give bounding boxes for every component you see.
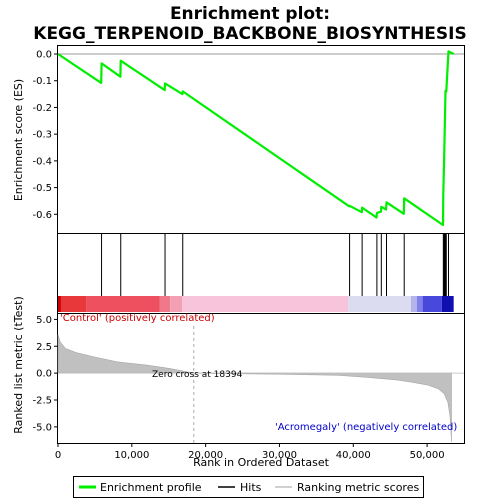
negative-correlation-label: 'Acromegaly' (negatively correlated) (275, 422, 457, 433)
color-bar-segment (159, 296, 171, 312)
x-tick-label: 30,000 (262, 450, 297, 461)
metric-y-tick-label: 0.0 (36, 369, 52, 380)
metric-y-tick-label: -2.5 (32, 396, 52, 407)
enrichment-profile-group (57, 50, 455, 227)
es-y-ticks: 0.0 -0.1 -0.2 -0.3 -0.4 -0.5 -0.6 (32, 50, 58, 221)
x-tick-label: 10,000 (114, 450, 149, 461)
legend-enrichment-label: Enrichment profile (100, 481, 202, 494)
ranking-metric-group (57, 326, 464, 443)
color-bar-segment (410, 296, 417, 312)
legend-box (73, 476, 424, 498)
zero-cross-label: Zero cross at 18394 (152, 370, 243, 380)
es-y-tick-label: -0.5 (32, 183, 52, 194)
color-bar-segment (182, 296, 349, 312)
color-bar-segment (86, 296, 160, 312)
color-bar-segment (416, 296, 423, 312)
es-y-tick-label: -0.6 (32, 210, 52, 221)
color-bar-segment (60, 296, 87, 312)
ranking-color-bar (58, 296, 454, 312)
color-bar-segment (170, 296, 183, 312)
enrichment-profile-line (57, 50, 455, 227)
chart-title-line1: Enrichment plot: (170, 4, 330, 24)
metric-y-tick-label: 5.0 (36, 315, 52, 326)
es-y-axis-label: Enrichment score (ES) (12, 79, 25, 201)
metric-y-ticks: 5.0 2.5 0.0 -2.5 -5.0 (32, 315, 58, 433)
es-y-tick-label: 0.0 (36, 50, 52, 61)
hits-group (101, 234, 449, 296)
color-bar-segment (441, 296, 454, 312)
x-tick-label: 20,000 (188, 450, 223, 461)
x-tick-label: 50,000 (410, 450, 445, 461)
legend-metric-label: Ranking metric scores (297, 481, 419, 494)
color-bar-segment (348, 296, 411, 312)
color-bar-segment (422, 296, 442, 312)
x-ticks: 0 10,000 20,000 30,000 40,000 50,000 (55, 443, 445, 461)
x-axis-label: Rank in Ordered Dataset (193, 456, 330, 469)
x-tick-label: 0 (55, 450, 61, 461)
positive-correlation-label: 'Control' (positively correlated) (60, 313, 215, 324)
chart-title-line2: KEGG_TERPENOID_BACKBONE_BIOSYNTHESIS (33, 24, 466, 44)
color-bar-segment (58, 296, 61, 312)
es-y-tick-label: -0.3 (32, 130, 52, 141)
ranking-metric-area (57, 334, 452, 442)
metric-y-axis-label: Ranked list metric (tTest) (12, 296, 25, 433)
legend-hits-label: Hits (240, 481, 262, 494)
metric-panel-frame (57, 313, 465, 444)
es-y-tick-label: -0.1 (32, 76, 52, 87)
es-y-tick-label: -0.4 (32, 156, 52, 167)
metric-y-tick-label: -5.0 (32, 422, 52, 433)
es-y-tick-label: -0.2 (32, 103, 52, 114)
metric-y-tick-label: 2.5 (36, 342, 52, 353)
x-tick-label: 40,000 (336, 450, 371, 461)
